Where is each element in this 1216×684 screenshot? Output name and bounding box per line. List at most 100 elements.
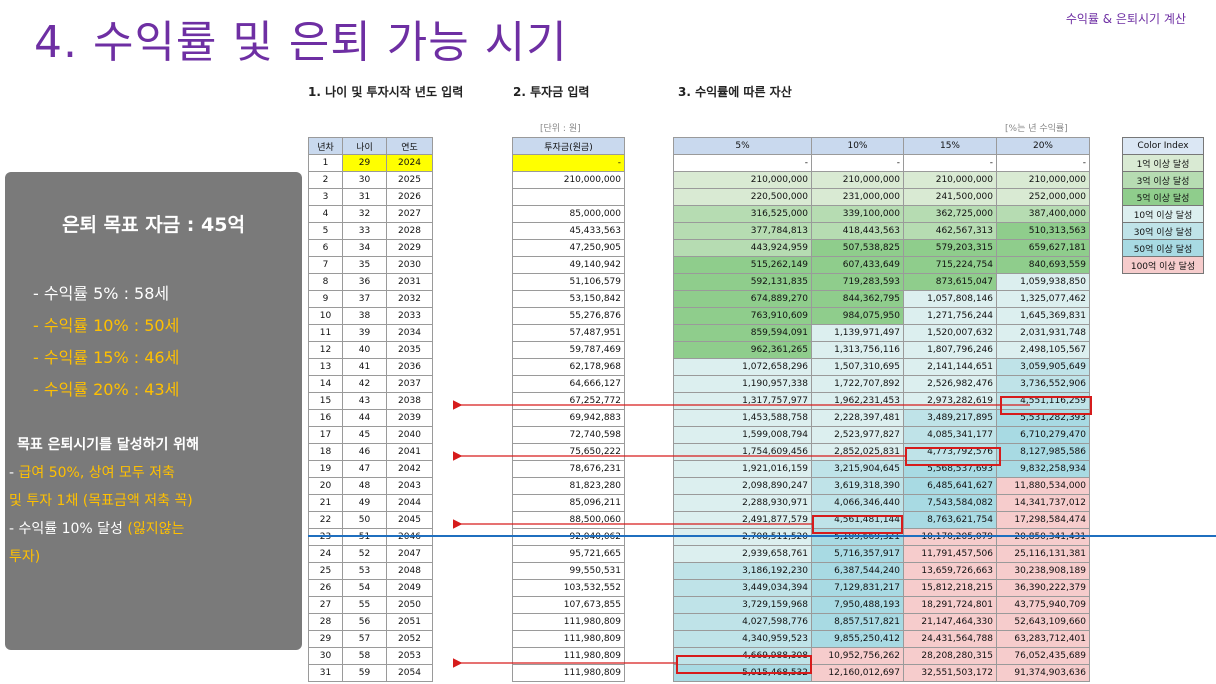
year-index-cell: 3 — [308, 188, 343, 206]
asset-cell: 4,027,598,776 — [673, 613, 812, 631]
asset-cell: 32,551,503,172 — [903, 664, 997, 682]
asset-cell: 18,291,724,801 — [903, 596, 997, 614]
asset-cell: 210,000,000 — [996, 171, 1090, 189]
year-cell: 2045 — [386, 511, 433, 529]
table-row: 2,708,511,520 5,109,669,321 10,170,205,079… — [673, 528, 1090, 546]
table-row: 21 49 2044 — [308, 494, 433, 512]
table-row: 75,650,222 — [512, 443, 625, 461]
age-cell: 55 — [342, 596, 387, 614]
asset-cell: 13,659,726,663 — [903, 562, 997, 580]
table-row: 210,000,000 210,000,000 210,000,000 210,000… — [673, 171, 1090, 189]
asset-cell: 210,000,000 — [811, 171, 904, 189]
plan-title: 목표 은퇴시기를 달성하기 위해 — [17, 437, 200, 453]
age-cell: 43 — [342, 392, 387, 410]
asset-cell: 25,116,131,381 — [996, 545, 1090, 563]
color-index-row: 10억 이상 달성 — [1122, 205, 1204, 223]
year-index-cell: 25 — [308, 562, 343, 580]
year-index-cell: 9 — [308, 290, 343, 308]
age-cell: 44 — [342, 409, 387, 427]
asset-cell: 7,543,584,082 — [903, 494, 997, 512]
year-index-cell: 8 — [308, 273, 343, 291]
asset-cell: 962,361,265 — [673, 341, 812, 359]
age-cell: 51 — [342, 528, 387, 546]
asset-cell: 2,098,890,247 — [673, 477, 812, 495]
rate-header-cell: 20% — [996, 137, 1090, 155]
age-cell: 38 — [342, 307, 387, 325]
asset-cell: 1,057,808,146 — [903, 290, 997, 308]
table-row: 962,361,265 1,313,756,116 1,807,796,246 2,4… — [673, 341, 1090, 359]
year-cell: 2035 — [386, 341, 433, 359]
color-index-row: 100억 이상 달성 — [1122, 256, 1204, 274]
table-row — [512, 188, 625, 206]
investment-cell: 53,150,842 — [512, 290, 625, 308]
year-index-cell: 26 — [308, 579, 343, 597]
year-index-cell: 31 — [308, 664, 343, 682]
table-row: ---- — [673, 154, 1090, 172]
age-cell: 30 — [342, 171, 387, 189]
age-cell: 32 — [342, 205, 387, 223]
asset-cell: 30,238,908,189 — [996, 562, 1090, 580]
age-cell: 57 — [342, 630, 387, 648]
table-row: 4 32 2027 — [308, 205, 433, 223]
asset-cell: 252,000,000 — [996, 188, 1090, 206]
year-index-cell: 18 — [308, 443, 343, 461]
investment-cell: 88,500,060 — [512, 511, 625, 529]
color-index-item: 1억 이상 달성 — [1122, 154, 1204, 172]
table-row: 111,980,809 — [512, 613, 625, 631]
age-cell: 54 — [342, 579, 387, 597]
table-row: 51,106,579 — [512, 273, 625, 291]
age-cell: 42 — [342, 375, 387, 393]
year-cell: 2030 — [386, 256, 433, 274]
table-row: 28 56 2051 — [308, 613, 433, 631]
table-row: 55,276,876 — [512, 307, 625, 325]
table-row: 14 42 2037 — [308, 375, 433, 393]
table-row: 31 59 2054 — [308, 664, 433, 682]
plan-line-1: - 급여 50%, 상여 모두 저축 — [9, 465, 175, 481]
year-cell: 2032 — [386, 290, 433, 308]
year-index-cell: 15 — [308, 392, 343, 410]
table-row: 64,666,127 — [512, 375, 625, 393]
table-row: 22 50 2045 — [308, 511, 433, 529]
table-row: 763,910,609 984,075,950 1,271,756,244 1,645… — [673, 307, 1090, 325]
year-cell: 2027 — [386, 205, 433, 223]
color-index-item: 10억 이상 달성 — [1122, 205, 1204, 223]
asset-cell: 362,725,000 — [903, 205, 997, 223]
table-row: 88,500,060 — [512, 511, 625, 529]
asset-cell: 2,852,025,831 — [811, 443, 904, 461]
year-index-cell: 22 — [308, 511, 343, 529]
asset-cell: 840,693,559 — [996, 256, 1090, 274]
table-row: 24 52 2047 — [308, 545, 433, 563]
asset-cell: 8,127,985,586 — [996, 443, 1090, 461]
color-index-item: 100억 이상 달성 — [1122, 256, 1204, 274]
age-cell: 52 — [342, 545, 387, 563]
table-row: 107,673,855 — [512, 596, 625, 614]
age-cell: 31 — [342, 188, 387, 206]
asset-cell: 510,313,563 — [996, 222, 1090, 240]
asset-cell: 7,950,488,193 — [811, 596, 904, 614]
asset-cell: 1,921,016,159 — [673, 460, 812, 478]
year-cell: 2025 — [386, 171, 433, 189]
asset-cell: 515,262,149 — [673, 256, 812, 274]
table-row: 13 41 2036 — [308, 358, 433, 376]
rate-line-15: - 수익률 15% : 46세 — [33, 348, 180, 367]
table-row: 67,252,772 — [512, 392, 625, 410]
year-cell: 2044 — [386, 494, 433, 512]
age-cell: 29 — [342, 154, 387, 172]
year-cell: 2038 — [386, 392, 433, 410]
page-title: 4. 수익률 및 은퇴 가능 시기 — [34, 17, 568, 68]
table-row: 25 53 2048 — [308, 562, 433, 580]
table-row: 1,190,957,338 1,722,707,892 2,526,982,476 3… — [673, 375, 1090, 393]
asset-cell: 659,627,181 — [996, 239, 1090, 257]
asset-cell: 674,889,270 — [673, 290, 812, 308]
asset-cell: 7,129,831,217 — [811, 579, 904, 597]
table-row: 2,288,930,971 4,066,346,440 7,543,584,082 1… — [673, 494, 1090, 512]
year-cell: 2051 — [386, 613, 433, 631]
asset-cell: 1,190,957,338 — [673, 375, 812, 393]
table-row: 19 47 2042 — [308, 460, 433, 478]
asset-cell: 1,072,658,296 — [673, 358, 812, 376]
corner-title: 수익률 & 은퇴시기 계산 — [1065, 12, 1186, 26]
year-cell: 2029 — [386, 239, 433, 257]
asset-cell: 719,283,593 — [811, 273, 904, 291]
table-row: 29 57 2052 — [308, 630, 433, 648]
investment-cell: 62,178,968 — [512, 358, 625, 376]
